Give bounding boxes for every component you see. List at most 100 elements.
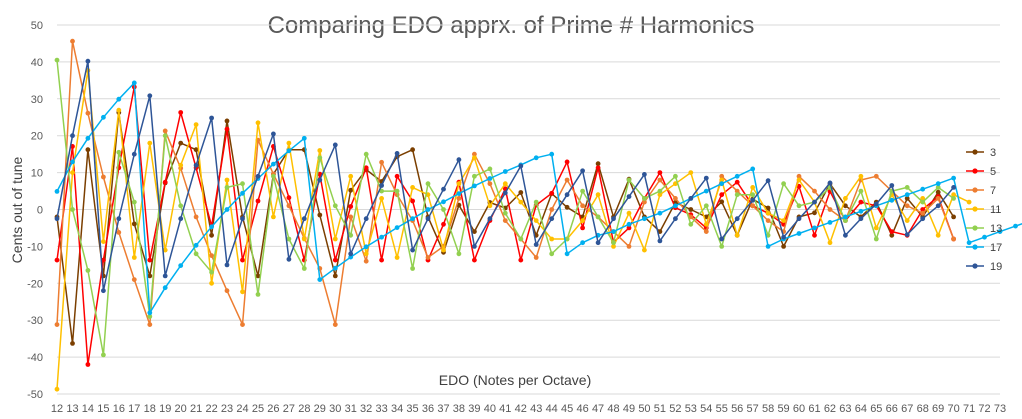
x-tick-label: 23 bbox=[221, 403, 233, 415]
legend-11-marker bbox=[972, 206, 978, 212]
series-17-point bbox=[487, 176, 493, 181]
series-11-point bbox=[472, 155, 477, 161]
series-13-point bbox=[734, 192, 740, 198]
series-19-point bbox=[162, 273, 168, 279]
series-17-point bbox=[456, 191, 462, 197]
series-19-point bbox=[286, 256, 292, 262]
series-13-point bbox=[518, 236, 524, 242]
series-11-point bbox=[487, 203, 493, 209]
series-17-point bbox=[425, 207, 431, 212]
series-19-point bbox=[889, 183, 895, 188]
series-7-point bbox=[626, 244, 632, 249]
x-tick-label: 57 bbox=[747, 403, 759, 415]
series-3-point bbox=[193, 147, 199, 153]
series-13-point bbox=[564, 236, 570, 242]
legend-7-label: 7 bbox=[990, 185, 996, 197]
series-13-point bbox=[70, 207, 75, 212]
series-3-point bbox=[812, 210, 817, 216]
series-19-point bbox=[147, 93, 153, 99]
series-19-point bbox=[765, 178, 771, 184]
series-19-point bbox=[131, 151, 137, 157]
series-7-point bbox=[719, 173, 725, 179]
series-7-point bbox=[131, 277, 137, 282]
series-17-point bbox=[611, 229, 616, 235]
x-tick-label: 14 bbox=[82, 403, 94, 415]
series-5-point bbox=[240, 257, 245, 263]
series-11-point bbox=[827, 240, 833, 246]
y-tick-label: 20 bbox=[31, 131, 43, 143]
series-7-point bbox=[348, 214, 354, 220]
series-11-point bbox=[719, 177, 725, 183]
series-11-point bbox=[533, 218, 539, 224]
series-11-point bbox=[301, 236, 307, 242]
series-3-point bbox=[472, 229, 477, 235]
series-17-point bbox=[827, 220, 833, 225]
series-11-point bbox=[131, 255, 137, 260]
series-13-point bbox=[626, 177, 632, 183]
series-19-point bbox=[394, 151, 400, 156]
x-tick-label: 29 bbox=[314, 403, 326, 415]
series-19-point bbox=[348, 251, 354, 257]
series-3-point bbox=[595, 161, 601, 167]
x-tick-label: 32 bbox=[360, 403, 372, 415]
series-11-point bbox=[781, 218, 786, 224]
series-5-point bbox=[719, 192, 725, 198]
series-17-point bbox=[858, 208, 864, 214]
y-axis-ticks: -50 -40 -30 -20 -10 0 10 20 30 40 50 bbox=[27, 20, 43, 401]
series-19-point bbox=[193, 162, 199, 168]
series-17-point bbox=[626, 221, 632, 227]
series-7-point bbox=[332, 322, 338, 327]
series-19-point bbox=[101, 288, 106, 294]
series-13-point bbox=[611, 240, 616, 246]
series-11-point bbox=[935, 232, 941, 238]
y-tick-label: 40 bbox=[31, 57, 43, 69]
x-tick-label: 54 bbox=[700, 403, 712, 415]
series-17-point bbox=[54, 189, 60, 194]
series-11-point bbox=[101, 239, 106, 245]
series-19-point bbox=[796, 216, 802, 222]
series-11-point bbox=[224, 177, 230, 183]
series-7-point bbox=[487, 181, 493, 187]
x-tick-label: 66 bbox=[886, 403, 898, 415]
series-3-point bbox=[332, 273, 338, 279]
y-tick-label: 10 bbox=[31, 168, 43, 180]
series-13-point bbox=[487, 166, 493, 172]
series-3-point bbox=[209, 232, 215, 238]
series-19-point bbox=[518, 163, 524, 169]
series-3-point bbox=[935, 189, 941, 195]
x-tick-label: 15 bbox=[97, 403, 109, 415]
series-19-point bbox=[843, 232, 848, 238]
series-13-point bbox=[472, 173, 477, 179]
series-13-point bbox=[873, 236, 879, 242]
legend-3-label: 3 bbox=[990, 147, 996, 159]
series-17-point bbox=[379, 234, 384, 240]
series-17-line bbox=[56, 82, 1022, 314]
series-17-point bbox=[1013, 223, 1018, 229]
x-tick-label: 38 bbox=[453, 403, 465, 415]
series-3-point bbox=[765, 205, 771, 211]
series-5-point bbox=[363, 165, 369, 171]
series-7-point bbox=[286, 203, 292, 209]
x-tick-label: 50 bbox=[638, 403, 650, 415]
series-3-point bbox=[85, 147, 91, 153]
series-17-point bbox=[101, 114, 106, 120]
series-13-point bbox=[781, 181, 786, 187]
series-13-point bbox=[502, 210, 508, 216]
series-7-point bbox=[533, 255, 539, 260]
series-13-point bbox=[642, 196, 647, 201]
series-17-point bbox=[317, 277, 323, 282]
series-17-point bbox=[240, 190, 245, 196]
series-7-point bbox=[642, 199, 647, 205]
y-tick-label: -20 bbox=[27, 278, 43, 290]
series-5-point bbox=[657, 170, 663, 176]
x-tick-label: 62 bbox=[824, 403, 836, 415]
x-tick-label: 17 bbox=[128, 403, 140, 415]
x-tick-label: 65 bbox=[870, 403, 882, 415]
x-tick-label: 55 bbox=[716, 403, 728, 415]
x-tick-label: 71 bbox=[963, 403, 975, 415]
series-7-point bbox=[796, 173, 802, 179]
series-5-point bbox=[332, 257, 338, 263]
series-13-point bbox=[363, 151, 369, 157]
x-tick-label: 63 bbox=[839, 403, 851, 415]
